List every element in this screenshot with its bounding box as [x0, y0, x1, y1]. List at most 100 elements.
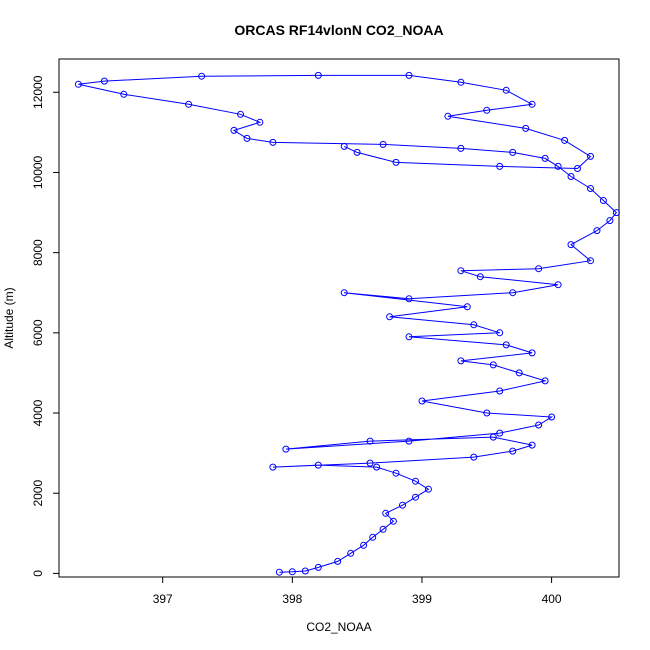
data-point: [509, 289, 517, 297]
series-layer: [74, 71, 620, 576]
data-point: [340, 142, 348, 150]
data-point: [314, 563, 322, 571]
data-point: [369, 533, 377, 541]
data-point: [412, 477, 419, 485]
data-point: [198, 72, 206, 80]
data-point: [496, 162, 504, 170]
data-point: [502, 86, 510, 94]
data-point: [489, 361, 497, 369]
data-point: [392, 158, 400, 166]
y-tick-label: 2000: [31, 480, 45, 507]
data-point: [386, 313, 394, 321]
data-point: [483, 106, 491, 114]
data-point: [405, 71, 413, 79]
data-point: [535, 265, 543, 273]
data-point: [593, 227, 601, 235]
data-point: [470, 453, 478, 461]
data-point: [399, 501, 406, 509]
y-tick-label: 0: [31, 570, 45, 577]
chart-title: ORCAS RF14vlonN CO2_NOAA: [234, 22, 443, 38]
data-point: [282, 445, 290, 453]
data-point: [373, 463, 381, 471]
data-point: [256, 118, 264, 126]
y-tick-label: 6000: [31, 319, 45, 346]
data-point: [301, 567, 309, 575]
data-point: [269, 463, 277, 471]
data-point: [457, 78, 465, 86]
data-point: [360, 541, 368, 549]
data-point: [275, 568, 283, 576]
x-axis-label: CO2_NOAA: [306, 620, 371, 634]
data-point: [528, 349, 536, 357]
data-point: [509, 447, 517, 455]
y-tick-label: 4000: [31, 399, 45, 426]
data-point: [541, 377, 549, 385]
data-point: [237, 110, 244, 118]
data-point: [606, 217, 614, 225]
data-point: [347, 549, 355, 557]
y-tick-label: 12000: [31, 75, 45, 109]
data-point: [100, 77, 108, 85]
data-point: [561, 136, 569, 144]
data-point: [379, 140, 387, 148]
data-point: [612, 209, 620, 217]
data-point: [515, 369, 523, 377]
data-point: [548, 413, 556, 421]
data-point: [587, 152, 594, 160]
x-axis: 397 398 399 400: [153, 576, 562, 606]
data-point: [412, 493, 419, 501]
data-point: [522, 124, 530, 132]
y-axis-label: Altitude (m): [2, 287, 16, 348]
data-point: [366, 437, 374, 445]
data-point: [314, 71, 322, 79]
y-tick-label: 8000: [31, 239, 45, 266]
data-point: [120, 90, 128, 98]
data-point: [424, 485, 432, 493]
data-point: [185, 100, 193, 108]
x-tick-label: 400: [542, 592, 562, 606]
data-point: [230, 126, 238, 134]
data-point: [269, 138, 277, 146]
data-point: [483, 409, 491, 417]
data-point: [535, 421, 543, 429]
series-line: [78, 74, 618, 573]
data-point: [496, 429, 504, 437]
data-point: [382, 509, 390, 517]
data-point: [74, 80, 82, 88]
data-point: [496, 387, 504, 395]
data-point: [405, 295, 413, 303]
y-tick-label: 10000: [31, 155, 45, 189]
data-point: [457, 144, 465, 152]
y-axis: 0 2000 4000 6000 8000 10000 12000: [31, 75, 60, 577]
data-point: [528, 441, 536, 449]
x-tick-label: 398: [282, 592, 302, 606]
x-tick-label: 399: [412, 592, 432, 606]
data-point: [392, 469, 400, 477]
data-point: [288, 568, 296, 576]
data-point: [353, 148, 361, 156]
data-point: [457, 267, 465, 275]
plot-frame: [58, 58, 620, 578]
data-point: [489, 433, 497, 441]
data-point: [444, 112, 452, 120]
data-point: [554, 281, 562, 289]
data-point: [509, 148, 517, 156]
data-point: [470, 321, 478, 329]
data-point: [457, 357, 465, 365]
data-point: [587, 185, 594, 192]
data-point: [314, 461, 322, 469]
data-point: [405, 437, 413, 445]
data-point: [599, 197, 607, 204]
data-point: [379, 525, 387, 533]
data-point: [389, 517, 397, 525]
data-point: [567, 173, 575, 180]
data-point: [334, 557, 342, 565]
data-point: [502, 341, 510, 349]
data-point: [366, 459, 374, 467]
data-point: [405, 333, 413, 341]
data-point: [496, 329, 504, 337]
data-point: [340, 289, 348, 297]
data-point: [554, 162, 562, 170]
data-point: [528, 100, 536, 108]
